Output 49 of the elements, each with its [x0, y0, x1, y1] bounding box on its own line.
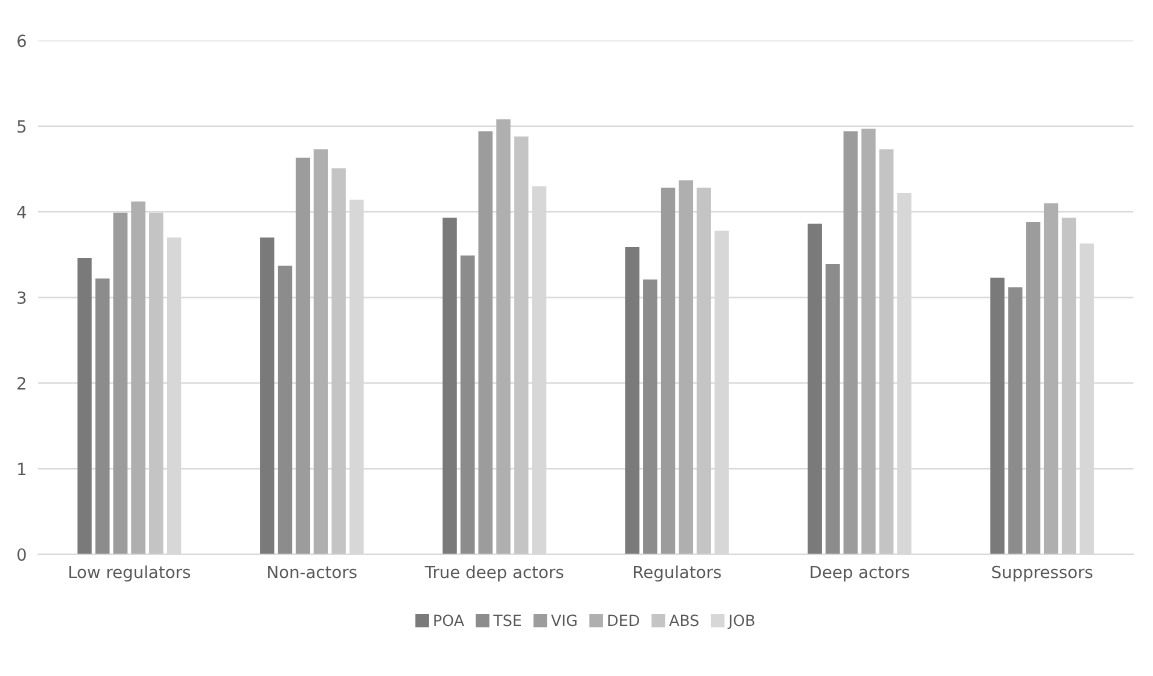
- bar: [113, 212, 128, 555]
- bar: [696, 187, 711, 555]
- legend-label: TSE: [493, 614, 521, 627]
- legend-label: JOB: [727, 614, 755, 629]
- bar: [131, 201, 146, 555]
- bar: [678, 180, 694, 555]
- x-tick-label: True deep actors: [424, 565, 564, 582]
- bar: [77, 258, 92, 555]
- bar: [1061, 217, 1077, 555]
- bar: [331, 168, 346, 555]
- y-tick-label: 6: [17, 34, 26, 48]
- bar: [807, 223, 822, 555]
- bar: [879, 149, 894, 555]
- bar: [660, 187, 676, 555]
- bar: [460, 255, 475, 555]
- x-tick-label: Deep actors: [810, 565, 910, 582]
- bar: [825, 264, 840, 555]
- legend-label: DED: [608, 614, 640, 626]
- bar: [442, 217, 457, 555]
- bar: [514, 136, 529, 555]
- y-tick-label: 0: [17, 548, 26, 561]
- y-tick-label: 5: [17, 120, 26, 133]
- legend-label: ABS: [669, 614, 699, 627]
- bar: [643, 279, 658, 555]
- bar: [1008, 287, 1023, 555]
- bar: [1043, 203, 1059, 555]
- bar: [149, 212, 164, 555]
- bar: [295, 157, 311, 555]
- y-tick-label: 1: [18, 462, 26, 476]
- legend-label: VIG: [551, 614, 577, 627]
- bar: [277, 265, 293, 555]
- legend-label: POA: [434, 614, 465, 627]
- x-tick-label: Suppressors: [992, 565, 1093, 582]
- y-tick-label: 2: [17, 377, 26, 390]
- x-tick-label: Non-actors: [268, 565, 357, 579]
- bar: [260, 237, 275, 555]
- x-tick-label: Low regulators: [69, 565, 191, 582]
- bar: [625, 246, 640, 555]
- x-tick-label: Regulators: [633, 565, 721, 582]
- y-tick-label: 3: [17, 291, 26, 305]
- bar: [843, 131, 858, 555]
- y-tick-label: 4: [17, 205, 26, 219]
- bar: [496, 119, 511, 555]
- bar: [478, 131, 493, 555]
- bar: [1026, 222, 1041, 555]
- bar: [861, 128, 876, 555]
- bar: [313, 149, 328, 555]
- bar: [990, 277, 1005, 555]
- bar: [95, 278, 110, 555]
